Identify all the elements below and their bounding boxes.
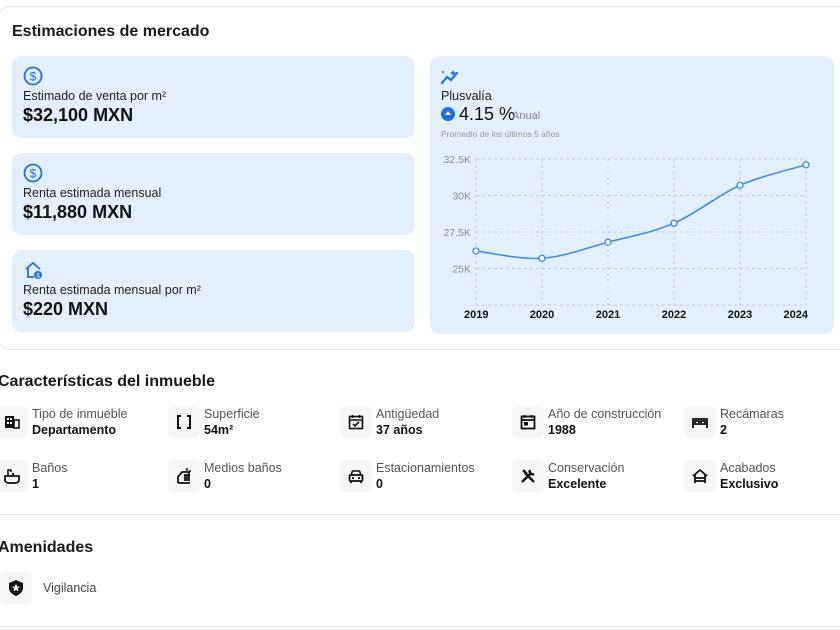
y-tick-label: 32.5K (444, 154, 471, 166)
x-tick-label: 2023 (728, 309, 752, 321)
x-tick-label: 2020 (530, 309, 554, 321)
plusvalia-period: Anual (512, 110, 541, 122)
feature-label: Tipo de inmueble (32, 407, 128, 421)
feature-label: Antigüedad (376, 407, 440, 421)
feature-value: 54m² (204, 423, 234, 437)
series-line (475, 164, 807, 260)
calendar-check-icon (340, 406, 372, 438)
amenity-item: Vigilancia (0, 572, 172, 612)
car-icon (340, 460, 372, 492)
feature-item: Medios baños 0 (168, 460, 340, 500)
feature-label: Año de construcción (548, 407, 662, 421)
trend-sparkle-icon (440, 70, 459, 85)
card-label: Renta estimada mensual por m² (23, 283, 201, 297)
feature-value: 0 (204, 477, 211, 491)
feature-value: Departamento (32, 423, 117, 437)
svg-text:$: $ (36, 274, 40, 280)
data-point (538, 254, 546, 262)
amenity-label: Vigilancia (43, 581, 97, 595)
feature-item: Acabados Exclusivo (684, 460, 840, 500)
feature-item: Superficie 54m² (168, 406, 340, 446)
plusvalia-note: Promedio de los últimos 5 años (441, 129, 560, 139)
plusvalia-label: Plusvalía (441, 89, 492, 103)
feature-label: Baños (32, 461, 68, 475)
feature-item: Conservación Excelente (512, 460, 684, 500)
amenities-title: Amenidades (0, 539, 94, 556)
card-value: $220 MXN (23, 299, 109, 319)
y-tick-label: 30K (452, 191, 471, 203)
divider (0, 514, 840, 515)
data-point (670, 219, 678, 227)
market-estimates-card (0, 6, 840, 350)
feature-value: 1988 (548, 423, 576, 437)
feature-item: Antigüedad 37 años (340, 406, 512, 446)
feature-value: 37 años (376, 423, 423, 437)
x-tick-label: 2024 (784, 309, 809, 321)
data-point (604, 238, 612, 246)
card-label: Estimado de venta por m² (23, 89, 167, 103)
plusvalia-value: 4.15 % (459, 104, 516, 124)
data-point (802, 161, 810, 169)
feature-item: Año de construcción 1988 (512, 406, 684, 446)
feature-value: 0 (376, 477, 383, 491)
feature-item: Tipo de inmueble Departamento (0, 406, 168, 446)
svg-text:$: $ (30, 167, 37, 181)
x-tick-label: 2022 (662, 309, 686, 321)
feature-item: Estacionamientos 0 (340, 460, 512, 500)
x-tick-label: 2021 (596, 309, 620, 321)
divider (0, 626, 840, 627)
rent-per-m2-card: $ Renta estimada mensual por m² $220 MXN (12, 250, 415, 332)
bathtub-icon (0, 460, 28, 492)
feature-value: 2 (720, 423, 727, 437)
features-title: Características del inmueble (0, 373, 215, 390)
calendar-icon (512, 406, 544, 438)
tools-icon (512, 460, 544, 492)
plusvalia-line-chart: 25K 27.5K 30K 32.5K 2019 2020 2021 2022 2023 2024 (444, 154, 810, 321)
dollar-circle-icon: $ (23, 66, 43, 86)
dollar-circle-icon: $ (23, 163, 43, 183)
monthly-rent-card: $ Renta estimada mensual $11,880 MXN (12, 153, 415, 235)
y-tick-label: 25K (452, 264, 471, 276)
feature-label: Conservación (548, 461, 625, 475)
feature-value: Exclusivo (720, 477, 779, 491)
hand-wash-icon (168, 460, 200, 492)
card-label: Renta estimada mensual (23, 186, 162, 200)
feature-label: Medios baños (204, 461, 282, 475)
market-title: Estimaciones de mercado (12, 23, 210, 40)
bed-icon (684, 406, 716, 438)
svg-text:$: $ (30, 70, 37, 84)
card-value: $32,100 MXN (23, 105, 134, 125)
data-point (736, 181, 744, 189)
plusvalia-card: Plusvalía 4.15 % Anual Promedio de los ú… (430, 56, 834, 334)
feature-item: Baños 1 (0, 460, 168, 500)
brackets-icon (168, 406, 200, 438)
feature-label: Estacionamientos (376, 461, 475, 475)
feature-label: Acabados (720, 461, 776, 475)
shield-star-icon (0, 572, 32, 604)
house-icon (684, 460, 716, 492)
feature-value: 1 (32, 477, 39, 491)
feature-label: Recámaras (720, 407, 784, 421)
arrow-up-icon (441, 107, 455, 121)
x-tick-label: 2019 (464, 309, 488, 321)
y-tick-label: 27.5K (444, 227, 471, 239)
card-value: $11,880 MXN (23, 202, 133, 222)
feature-label: Superficie (204, 407, 260, 421)
feature-value: Excelente (548, 477, 607, 491)
data-point (472, 247, 480, 255)
house-dollar-icon: $ (25, 261, 42, 280)
sale-per-m2-card: $ Estimado de venta por m² $32,100 MXN (12, 56, 415, 138)
building-icon (0, 406, 28, 438)
feature-item: Recámaras 2 (684, 406, 840, 446)
